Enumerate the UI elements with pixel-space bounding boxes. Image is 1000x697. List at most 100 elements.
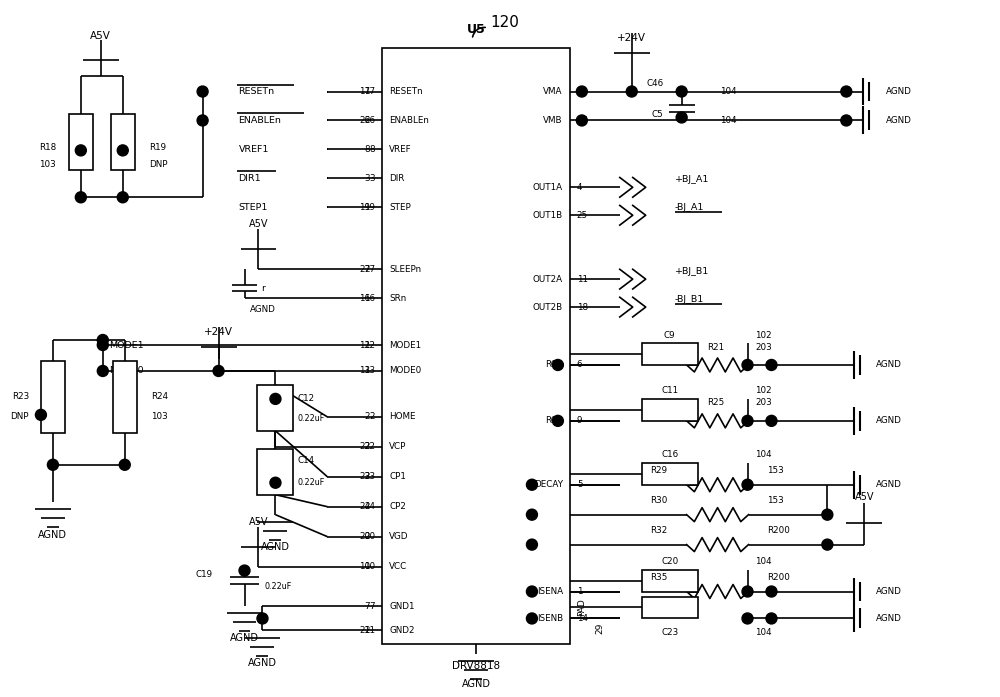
Text: 8: 8 bbox=[365, 145, 370, 154]
Text: 120: 120 bbox=[491, 15, 519, 30]
Text: MODE0: MODE0 bbox=[389, 367, 421, 376]
Text: 27: 27 bbox=[359, 265, 370, 274]
Text: 203: 203 bbox=[755, 399, 772, 407]
Text: RESETn: RESETn bbox=[389, 87, 423, 96]
Text: R23: R23 bbox=[12, 392, 29, 401]
Text: STEP1: STEP1 bbox=[239, 203, 268, 212]
Circle shape bbox=[676, 86, 687, 97]
Text: +24V: +24V bbox=[617, 33, 646, 43]
Text: GND1: GND1 bbox=[389, 602, 415, 611]
Text: VGD: VGD bbox=[389, 532, 409, 541]
Text: AGND: AGND bbox=[248, 659, 277, 668]
Text: AGND: AGND bbox=[876, 416, 902, 425]
Text: 13: 13 bbox=[364, 367, 375, 376]
Text: -BJ_B1: -BJ_B1 bbox=[675, 295, 704, 304]
Text: 5: 5 bbox=[577, 480, 582, 489]
Bar bbox=[111, 114, 135, 170]
Text: 15: 15 bbox=[577, 116, 588, 125]
Text: 12: 12 bbox=[359, 341, 370, 349]
Bar bbox=[382, 47, 570, 645]
Text: RCB: RCB bbox=[545, 416, 563, 425]
Text: RCA: RCA bbox=[545, 360, 563, 369]
Text: DIR: DIR bbox=[389, 174, 405, 183]
Text: 10: 10 bbox=[359, 562, 370, 571]
Text: C46: C46 bbox=[647, 79, 664, 88]
Circle shape bbox=[766, 415, 777, 427]
Text: R29: R29 bbox=[651, 466, 668, 475]
Circle shape bbox=[766, 586, 777, 597]
Text: HOME: HOME bbox=[389, 413, 416, 422]
Text: 17: 17 bbox=[359, 87, 370, 96]
Text: 20: 20 bbox=[364, 532, 375, 541]
Text: AGND: AGND bbox=[462, 680, 491, 689]
Circle shape bbox=[97, 335, 108, 346]
Text: VREF1: VREF1 bbox=[239, 145, 269, 154]
Circle shape bbox=[239, 565, 250, 576]
Text: 12: 12 bbox=[364, 341, 375, 349]
Circle shape bbox=[197, 115, 208, 126]
Text: ENABLEn: ENABLEn bbox=[389, 116, 429, 125]
Text: 11: 11 bbox=[577, 275, 588, 284]
Text: C9: C9 bbox=[664, 330, 675, 339]
Bar bbox=[113, 361, 137, 433]
Circle shape bbox=[676, 112, 687, 123]
Circle shape bbox=[97, 365, 108, 376]
Bar bbox=[257, 385, 293, 431]
Text: CP1: CP1 bbox=[389, 473, 406, 481]
Bar bbox=[642, 597, 698, 618]
Text: 2: 2 bbox=[370, 413, 375, 422]
Text: AGND: AGND bbox=[876, 360, 902, 369]
Text: AGND: AGND bbox=[261, 542, 290, 551]
Text: CP2: CP2 bbox=[389, 502, 406, 511]
Text: +BJ_A1: +BJ_A1 bbox=[675, 175, 709, 184]
Text: 10: 10 bbox=[364, 562, 375, 571]
Text: U5: U5 bbox=[467, 23, 485, 36]
Circle shape bbox=[47, 459, 58, 470]
Text: 19: 19 bbox=[359, 203, 370, 212]
Text: R24: R24 bbox=[151, 392, 168, 401]
Text: DECAY: DECAY bbox=[534, 480, 563, 489]
Text: 25: 25 bbox=[577, 210, 588, 220]
Text: AGND: AGND bbox=[876, 614, 902, 623]
Text: A5V: A5V bbox=[855, 491, 874, 502]
Text: AGND: AGND bbox=[250, 305, 275, 314]
Bar bbox=[642, 569, 698, 592]
Circle shape bbox=[270, 477, 281, 488]
Text: AGND: AGND bbox=[230, 634, 259, 643]
Text: R200: R200 bbox=[767, 526, 790, 535]
Text: 104: 104 bbox=[720, 87, 736, 96]
Text: SLEEPn: SLEEPn bbox=[389, 265, 421, 274]
Text: RESETn: RESETn bbox=[239, 87, 275, 96]
Text: MODE1: MODE1 bbox=[109, 341, 143, 349]
Text: A5V: A5V bbox=[249, 220, 268, 229]
Text: 21: 21 bbox=[364, 626, 375, 635]
Text: 24: 24 bbox=[359, 502, 370, 511]
Text: 103: 103 bbox=[39, 160, 56, 169]
Text: OUT2B: OUT2B bbox=[533, 302, 563, 312]
Circle shape bbox=[742, 415, 753, 427]
Circle shape bbox=[35, 409, 46, 420]
Text: STEP: STEP bbox=[389, 203, 411, 212]
Circle shape bbox=[213, 365, 224, 376]
Text: 153: 153 bbox=[767, 466, 784, 475]
Text: 7: 7 bbox=[370, 602, 375, 611]
Text: 2: 2 bbox=[365, 413, 370, 422]
Circle shape bbox=[526, 539, 537, 550]
Text: C19: C19 bbox=[195, 570, 213, 579]
Text: A5V: A5V bbox=[90, 31, 111, 40]
Circle shape bbox=[270, 393, 281, 404]
Text: -BJ_A1: -BJ_A1 bbox=[675, 203, 704, 212]
Text: 8: 8 bbox=[370, 145, 375, 154]
Text: 4: 4 bbox=[577, 183, 582, 192]
Text: 102: 102 bbox=[755, 386, 772, 395]
Text: 26: 26 bbox=[359, 116, 370, 125]
Text: 29: 29 bbox=[595, 623, 604, 634]
Text: 203: 203 bbox=[755, 342, 772, 351]
Circle shape bbox=[526, 613, 537, 624]
Text: 9: 9 bbox=[577, 416, 582, 425]
Text: DNP: DNP bbox=[149, 160, 167, 169]
Text: ISENA: ISENA bbox=[537, 587, 563, 596]
Text: r: r bbox=[261, 284, 265, 293]
Bar bbox=[69, 114, 93, 170]
Text: 6: 6 bbox=[577, 360, 582, 369]
